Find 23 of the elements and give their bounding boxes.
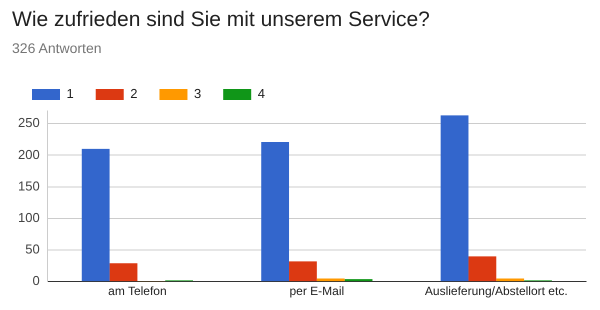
y-tick-label: 50	[25, 242, 40, 257]
chart-title: Wie zufrieden sind Sie mit unserem Service?	[12, 8, 430, 32]
bar	[496, 278, 524, 282]
legend-label: 2	[130, 86, 138, 102]
bar	[110, 263, 138, 282]
chart-subtitle: 326 Antworten	[12, 40, 102, 56]
legend-label: 1	[66, 86, 74, 102]
y-tick-label: 150	[18, 178, 40, 194]
y-tick-label: 200	[18, 146, 40, 162]
legend-label: 4	[258, 86, 265, 102]
bar	[316, 278, 345, 282]
bar	[82, 148, 110, 282]
x-tick-label: per E-Mail	[290, 284, 344, 298]
bar	[261, 142, 290, 282]
x-tick-label: Auslieferung/Abstellort etc.	[424, 284, 568, 298]
bar	[440, 115, 468, 282]
bar	[468, 256, 496, 282]
legend-label: 3	[194, 86, 202, 102]
x-tick-label: am Telefon	[108, 284, 167, 298]
y-tick-label: 250	[18, 115, 40, 130]
y-tick-label: 100	[18, 210, 40, 225]
bar	[289, 261, 317, 282]
y-tick-label: 0	[32, 273, 40, 288]
